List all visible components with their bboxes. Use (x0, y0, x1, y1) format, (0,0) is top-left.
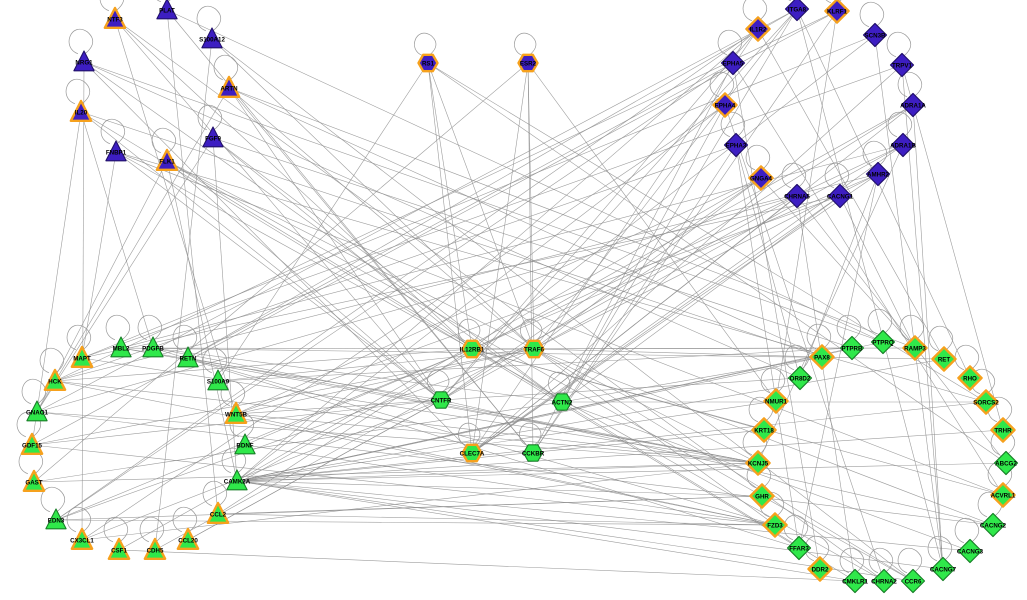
svg-text:NRG1: NRG1 (75, 60, 93, 67)
svg-text:CCL20: CCL20 (178, 538, 198, 545)
svg-text:CACNG7: CACNG7 (930, 567, 957, 574)
svg-text:S100A12: S100A12 (199, 37, 225, 44)
svg-text:CMKLR1: CMKLR1 (842, 579, 868, 586)
svg-text:HCK: HCK (48, 379, 62, 386)
svg-text:ADRA1A: ADRA1A (900, 103, 926, 110)
svg-text:ABCG2: ABCG2 (995, 461, 1017, 468)
svg-text:CLEC7A: CLEC7A (460, 451, 485, 458)
svg-text:IL1R2: IL1R2 (750, 27, 767, 34)
svg-text:PDGFB: PDGFB (142, 346, 164, 353)
svg-text:TRPV1: TRPV1 (892, 63, 913, 70)
svg-text:ACTN2: ACTN2 (552, 400, 573, 407)
svg-text:GNGA4: GNGA4 (750, 176, 773, 183)
svg-text:TRHR: TRHR (994, 428, 1012, 435)
svg-text:IL20: IL20 (75, 110, 88, 117)
svg-text:TRAF6: TRAF6 (524, 347, 544, 354)
svg-text:KRT18: KRT18 (754, 428, 774, 435)
svg-text:GAST: GAST (25, 480, 42, 487)
svg-text:SCN3B: SCN3B (865, 33, 887, 40)
svg-text:S100A9: S100A9 (207, 379, 230, 386)
svg-text:RETN: RETN (180, 356, 197, 363)
svg-text:GHR: GHR (755, 494, 769, 501)
svg-text:KLRF1: KLRF1 (827, 9, 847, 16)
svg-text:CACNG3: CACNG3 (957, 549, 984, 556)
svg-text:WNT5B: WNT5B (225, 412, 248, 419)
svg-text:OR8D2: OR8D2 (790, 376, 811, 383)
svg-text:FFAR3: FFAR3 (789, 546, 809, 553)
svg-text:CAMK2A: CAMK2A (224, 479, 251, 486)
svg-text:PTPRB: PTPRB (842, 346, 864, 353)
svg-text:IL12RB1: IL12RB1 (460, 347, 485, 354)
svg-text:FNBP1: FNBP1 (106, 150, 127, 157)
svg-text:EPHA5: EPHA5 (723, 61, 744, 68)
svg-text:GDF15: GDF15 (22, 443, 43, 450)
svg-text:PTPRQ: PTPRQ (872, 340, 894, 347)
svg-text:CCKBR: CCKBR (522, 451, 545, 458)
svg-text:GNAO1: GNAO1 (26, 410, 49, 417)
svg-text:ACVRL1: ACVRL1 (991, 493, 1016, 500)
svg-text:RET: RET (938, 357, 951, 364)
svg-text:ARTN: ARTN (220, 86, 238, 93)
svg-text:BDNF: BDNF (236, 443, 253, 450)
svg-text:RAMP3: RAMP3 (904, 346, 926, 353)
svg-text:RS1: RS1 (422, 61, 435, 68)
svg-text:AMHR2: AMHR2 (867, 172, 890, 179)
svg-text:KCNJ5: KCNJ5 (748, 461, 769, 468)
svg-text:CHRNA2: CHRNA2 (871, 579, 897, 586)
svg-text:SORCS2: SORCS2 (973, 400, 999, 407)
svg-text:EDN3: EDN3 (48, 518, 65, 525)
svg-text:CACNG1: CACNG1 (827, 194, 854, 201)
svg-text:CSF1: CSF1 (111, 548, 127, 555)
svg-text:EPHA4: EPHA4 (715, 103, 736, 110)
svg-text:CCL2: CCL2 (210, 512, 227, 519)
svg-text:FGF9: FGF9 (205, 136, 221, 143)
svg-text:EPHA3: EPHA3 (726, 143, 747, 150)
svg-text:MAPT: MAPT (73, 356, 91, 363)
svg-text:ADRA1B: ADRA1B (890, 143, 916, 150)
svg-text:RHO: RHO (963, 376, 977, 383)
svg-text:ITGA8: ITGA8 (788, 7, 807, 14)
svg-text:CCR6: CCR6 (905, 579, 922, 586)
svg-text:NMUR1: NMUR1 (765, 399, 788, 406)
svg-text:CHRNA5: CHRNA5 (784, 194, 810, 201)
svg-text:CACNG2: CACNG2 (980, 523, 1007, 530)
svg-text:CX3CL1: CX3CL1 (70, 538, 94, 545)
svg-text:FZD3: FZD3 (767, 523, 783, 530)
svg-text:PLAT: PLAT (159, 8, 175, 15)
svg-text:MBL2: MBL2 (113, 346, 130, 353)
svg-text:CDH5: CDH5 (147, 548, 164, 555)
svg-text:ESR2: ESR2 (520, 61, 537, 68)
svg-text:CNTFR: CNTFR (431, 398, 452, 405)
svg-text:FLK1: FLK1 (159, 159, 175, 166)
svg-text:DDR2: DDR2 (812, 567, 829, 574)
svg-text:NTF3: NTF3 (107, 17, 123, 24)
svg-text:PAX8: PAX8 (814, 355, 830, 362)
